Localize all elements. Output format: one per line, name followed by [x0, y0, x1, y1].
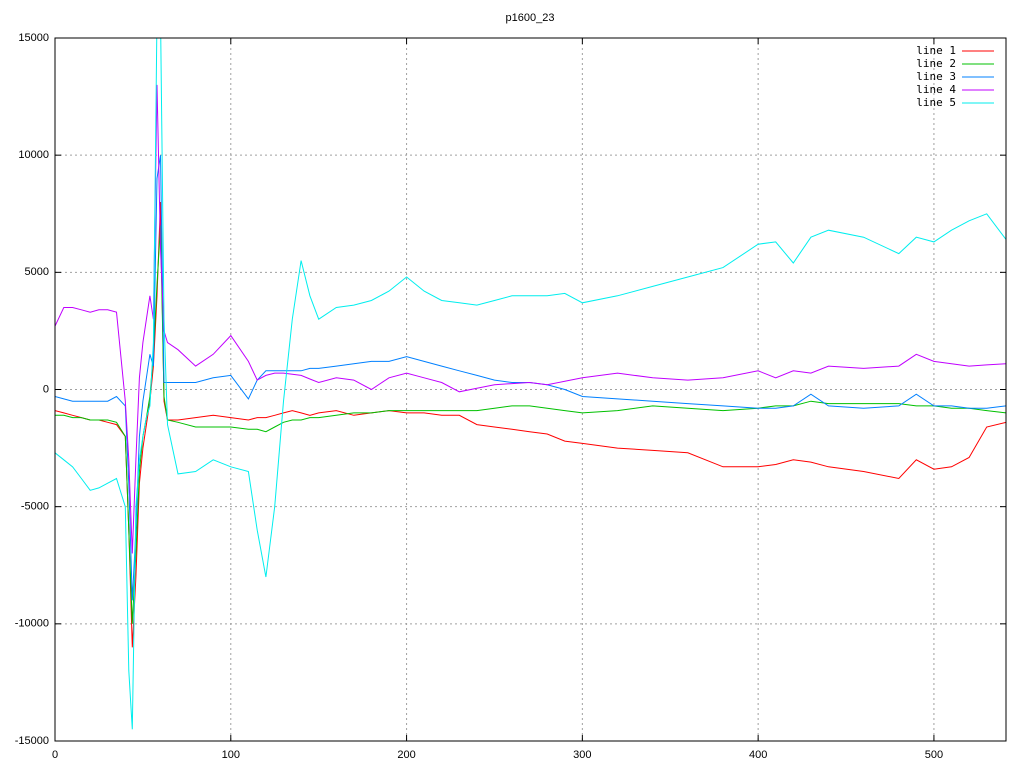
data-line	[55, 155, 1006, 601]
data-line	[55, 84, 1006, 554]
y-tick-label: 15000	[18, 32, 49, 44]
x-tick-label: 100	[222, 749, 240, 761]
plot-area	[55, 38, 1006, 730]
x-tick-label: 400	[749, 749, 767, 761]
y-tick-label: 10000	[18, 149, 49, 161]
data-line	[55, 225, 1006, 624]
x-tick-label: 500	[925, 749, 943, 761]
legend-label: line 2	[916, 57, 956, 70]
legend-label: line 5	[916, 96, 956, 109]
y-tick-label: 0	[43, 383, 49, 395]
y-tick-label: 5000	[25, 266, 49, 278]
chart-title: p1600_23	[506, 12, 555, 24]
x-tick-label: 200	[397, 749, 415, 761]
y-tick-label: -10000	[15, 618, 49, 630]
legend-label: line 3	[916, 70, 956, 83]
legend-label: line 4	[916, 83, 956, 96]
legend-label: line 1	[916, 44, 956, 57]
data-line	[55, 38, 1006, 730]
data-line	[55, 201, 1006, 648]
grid	[54, 37, 1006, 742]
y-tick-label: -5000	[21, 501, 49, 513]
y-tick-label: -15000	[15, 735, 49, 747]
x-tick-label: 0	[52, 749, 58, 761]
x-tick-label: 300	[573, 749, 591, 761]
